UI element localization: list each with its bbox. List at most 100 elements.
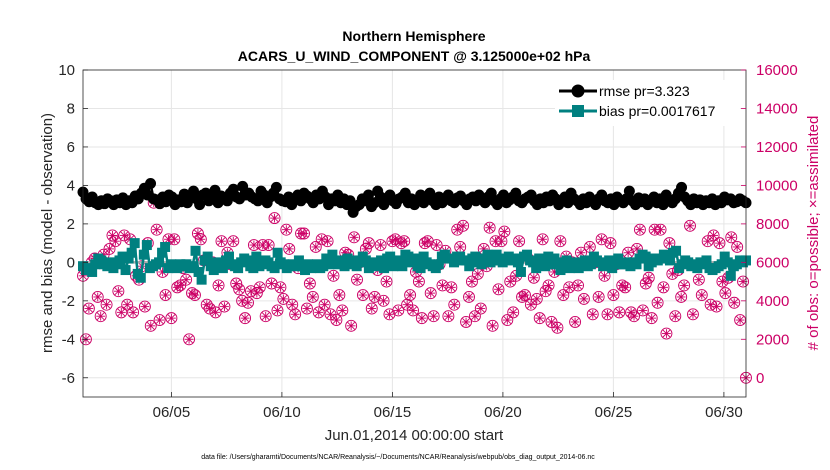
bias-point [196,274,207,285]
obs-possible-marker [348,231,361,244]
obs-count-point [457,219,470,232]
bias-point [476,259,487,270]
obs-count-point [109,235,122,248]
obs-count-point [362,237,375,250]
obs-count-point [551,321,564,334]
bias-point [719,251,730,262]
obs-possible-marker [345,319,358,332]
bias-point [640,251,651,262]
obs-count-point [572,279,584,292]
obs-count-point [445,281,458,294]
bias-point [135,272,146,283]
obs-count-point [168,233,181,246]
obs-count-point [692,273,705,286]
bias-point [193,266,204,277]
bias-point [701,255,712,266]
obs-count-point [707,229,720,242]
obs-count-point [569,316,582,328]
bias-point [540,261,551,272]
obs-possible-marker [103,242,116,255]
obs-possible-marker [212,279,225,292]
obs-count-point [277,292,290,305]
y-tick-label: -6 [62,370,75,387]
obs-count-point [183,333,196,346]
obs-possible-marker [268,212,281,225]
obs-count-point [165,312,178,325]
obs-possible-marker [283,242,296,255]
bias-point [272,247,283,258]
bias-point [90,259,101,270]
obs-possible-marker [430,239,443,251]
obs-possible-marker [112,285,125,298]
bias-point [664,255,675,266]
bias-point [433,259,444,270]
obs-possible-marker [415,312,428,325]
obs-count-point [483,221,496,234]
obs-count-point [356,289,369,302]
obs-count-point [687,308,699,321]
bias-point [671,245,682,256]
obs-count-point [533,312,546,325]
obs-possible-marker [569,316,582,328]
bias-point [354,257,365,268]
obs-count-point [389,233,402,246]
obs-count-point [468,310,481,323]
x-tick-label: 06/10 [263,404,301,421]
obs-possible-marker [127,306,140,319]
bias-point [403,251,414,262]
obs-count-point [636,304,649,317]
y2-tick-label: 14000 [756,100,798,117]
bias-point [631,259,642,270]
obs-possible-marker [492,283,505,296]
obs-count-point [121,298,134,311]
obs-count-point [265,277,278,290]
bias-point [491,249,502,260]
bias-point [138,249,149,260]
bias-point [722,257,733,268]
obs-count-point [466,275,478,288]
y-axis-label: rmse and bias (model - observation) [39,113,56,353]
obs-count-point [392,304,405,317]
obs-count-point [321,235,334,248]
obs-possible-marker [474,302,487,315]
obs-possible-marker [572,279,584,292]
bias-point [376,255,387,266]
obs-count-point [684,219,696,232]
obs-possible-marker [436,279,449,292]
obs-possible-marker [356,289,369,302]
obs-count-point [138,300,151,313]
bias-point [397,261,408,272]
obs-count-point [669,310,682,323]
obs-count-point [513,235,526,248]
obs-count-point [103,242,116,255]
y2-tick-label: 8000 [756,216,789,233]
bias-point [251,251,262,262]
bias-point [217,263,228,274]
obs-count-point [613,306,626,319]
obs-count-point [583,241,596,253]
obs-possible-marker [519,289,531,302]
obs-count-point [577,292,590,305]
obs-count-point [501,314,514,327]
obs-possible-marker [642,271,655,284]
bias-point [208,265,219,276]
obs-count-point [486,319,499,332]
obs-count-point [731,241,744,253]
obs-count-point [336,304,349,317]
obs-count-point [557,289,570,302]
obs-possible-marker [100,298,113,311]
obs-count-point [318,298,331,311]
obs-count-point [628,310,640,323]
obs-possible-marker [365,302,378,315]
bias-point [202,251,213,262]
obs-count-point [312,306,325,319]
bias-point [160,241,171,252]
obs-count-point [595,233,608,246]
obs-possible-marker [710,300,723,313]
bias-point [324,259,335,270]
legend-rmse-marker [571,84,585,98]
obs-count-point [678,279,691,292]
left-axis-ticks: -6 -4 -2 0 2 4 6 8 10 [58,62,88,387]
obs-possible-marker [374,239,387,251]
